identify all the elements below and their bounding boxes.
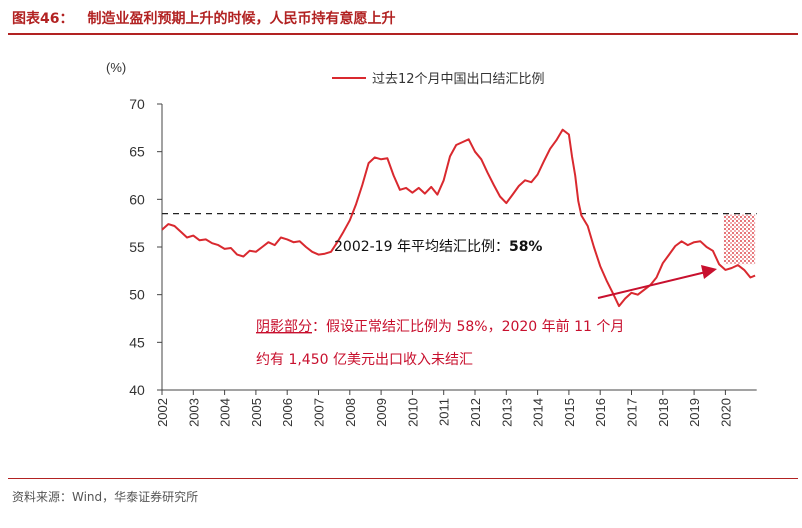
shade-note-label: 阴影部分: [256, 319, 312, 335]
x-tick-label: 2008: [343, 398, 358, 427]
shade-note-line-1: 阴影部分：假设正常结汇比例为 58%，2020 年前 11 个月: [256, 318, 624, 335]
arrow-head: [701, 265, 717, 279]
legend-label: 过去12个月中国出口结汇比例: [372, 72, 545, 87]
series-line-export-settlement-ratio: [161, 128, 756, 308]
shade-note-text: ：假设正常结汇比例为 58%，2020 年前 11 个月: [312, 318, 624, 335]
shaded-region: [723, 214, 756, 265]
figure-title: 图表46： 制造业盈利预期上升的时候，人民币持有意愿上升: [12, 8, 395, 28]
y-tick-label: 55: [129, 239, 145, 255]
footer-rule: [8, 478, 798, 479]
arrow-shaft: [597, 271, 707, 299]
y-axis-label: (%): [106, 60, 126, 75]
x-tick-2013: 2013: [499, 390, 514, 427]
y-tick-60: 60: [129, 191, 162, 207]
x-tick-2005: 2005: [249, 390, 264, 427]
x-tick-label: 2002: [155, 398, 170, 427]
x-tick-label: 2020: [718, 398, 733, 427]
annotation-arrow: [597, 265, 717, 299]
x-tick-label: 2017: [625, 398, 640, 427]
x-tick-2007: 2007: [312, 390, 327, 427]
x-tick-label: 2018: [656, 398, 671, 427]
x-tick-2020: 2020: [718, 390, 733, 427]
x-tick-2016: 2016: [593, 390, 608, 427]
x-tick-label: 2012: [468, 398, 483, 427]
shade-note-line-2: 约有 1,450 亿美元出口收入未结汇: [256, 352, 473, 368]
x-tick-2014: 2014: [531, 390, 546, 427]
x-tick-2012: 2012: [468, 390, 483, 427]
x-tick-label: 2013: [499, 398, 514, 427]
source-note: 资料来源：Wind，华泰证券研究所: [12, 490, 199, 504]
average-annotation-value: 58%: [509, 239, 543, 255]
y-tick-label: 70: [129, 96, 145, 112]
y-tick-65: 65: [129, 144, 162, 160]
x-tick-label: 2007: [312, 398, 327, 427]
x-tick-2011: 2011: [437, 390, 452, 426]
x-tick-2006: 2006: [280, 390, 295, 427]
y-tick-70: 70: [129, 96, 162, 112]
y-tick-50: 50: [129, 287, 162, 303]
x-tick-label: 2014: [531, 398, 546, 427]
y-axis-ticks: 70 65 60 55 50 45 40: [129, 96, 162, 398]
figure-label: 图表46：: [12, 11, 74, 27]
x-tick-2019: 2019: [687, 390, 702, 427]
x-tick-2010: 2010: [405, 390, 420, 427]
x-tick-label: 2006: [280, 398, 295, 427]
x-axis-ticks: 2002 2003 2004 2005 2006 2007 2008 2009 2010 2011…: [155, 390, 733, 427]
legend: 过去12个月中国出口结汇比例: [332, 72, 545, 87]
x-tick-label: 2016: [593, 398, 608, 427]
x-tick-2009: 2009: [374, 390, 389, 427]
y-tick-55: 55: [129, 239, 162, 255]
x-tick-2015: 2015: [562, 390, 577, 427]
y-tick-45: 45: [129, 334, 162, 350]
title-rule: [8, 33, 798, 35]
x-tick-label: 2009: [374, 398, 389, 427]
average-annotation: 2002-19 年平均结汇比例：58%: [334, 239, 542, 255]
x-tick-2018: 2018: [656, 390, 671, 427]
y-tick-label: 60: [129, 191, 145, 207]
x-tick-label: 2015: [562, 398, 577, 427]
figure-title-text: 制造业盈利预期上升的时候，人民币持有意愿上升: [87, 11, 396, 27]
y-tick-label: 40: [129, 382, 145, 398]
y-tick-label: 45: [129, 334, 145, 350]
x-tick-2008: 2008: [343, 390, 358, 427]
y-tick-40: 40: [129, 382, 162, 398]
x-tick-2004: 2004: [218, 390, 233, 427]
x-tick-2003: 2003: [186, 390, 201, 427]
x-tick-2002: 2002: [155, 390, 170, 427]
x-tick-2017: 2017: [625, 390, 640, 427]
x-tick-label: 2010: [405, 398, 420, 427]
x-tick-label: 2004: [218, 398, 233, 427]
y-tick-label: 65: [129, 144, 145, 160]
average-annotation-text: 2002-19 年平均结汇比例：: [334, 239, 509, 255]
y-tick-label: 50: [129, 287, 145, 303]
shade-note: 阴影部分：假设正常结汇比例为 58%，2020 年前 11 个月 约有 1,45…: [256, 318, 624, 368]
x-tick-label: 2019: [687, 398, 702, 427]
x-tick-label: 2003: [186, 398, 201, 427]
x-tick-label: 2005: [249, 398, 264, 427]
x-tick-label: 2011: [437, 398, 452, 426]
